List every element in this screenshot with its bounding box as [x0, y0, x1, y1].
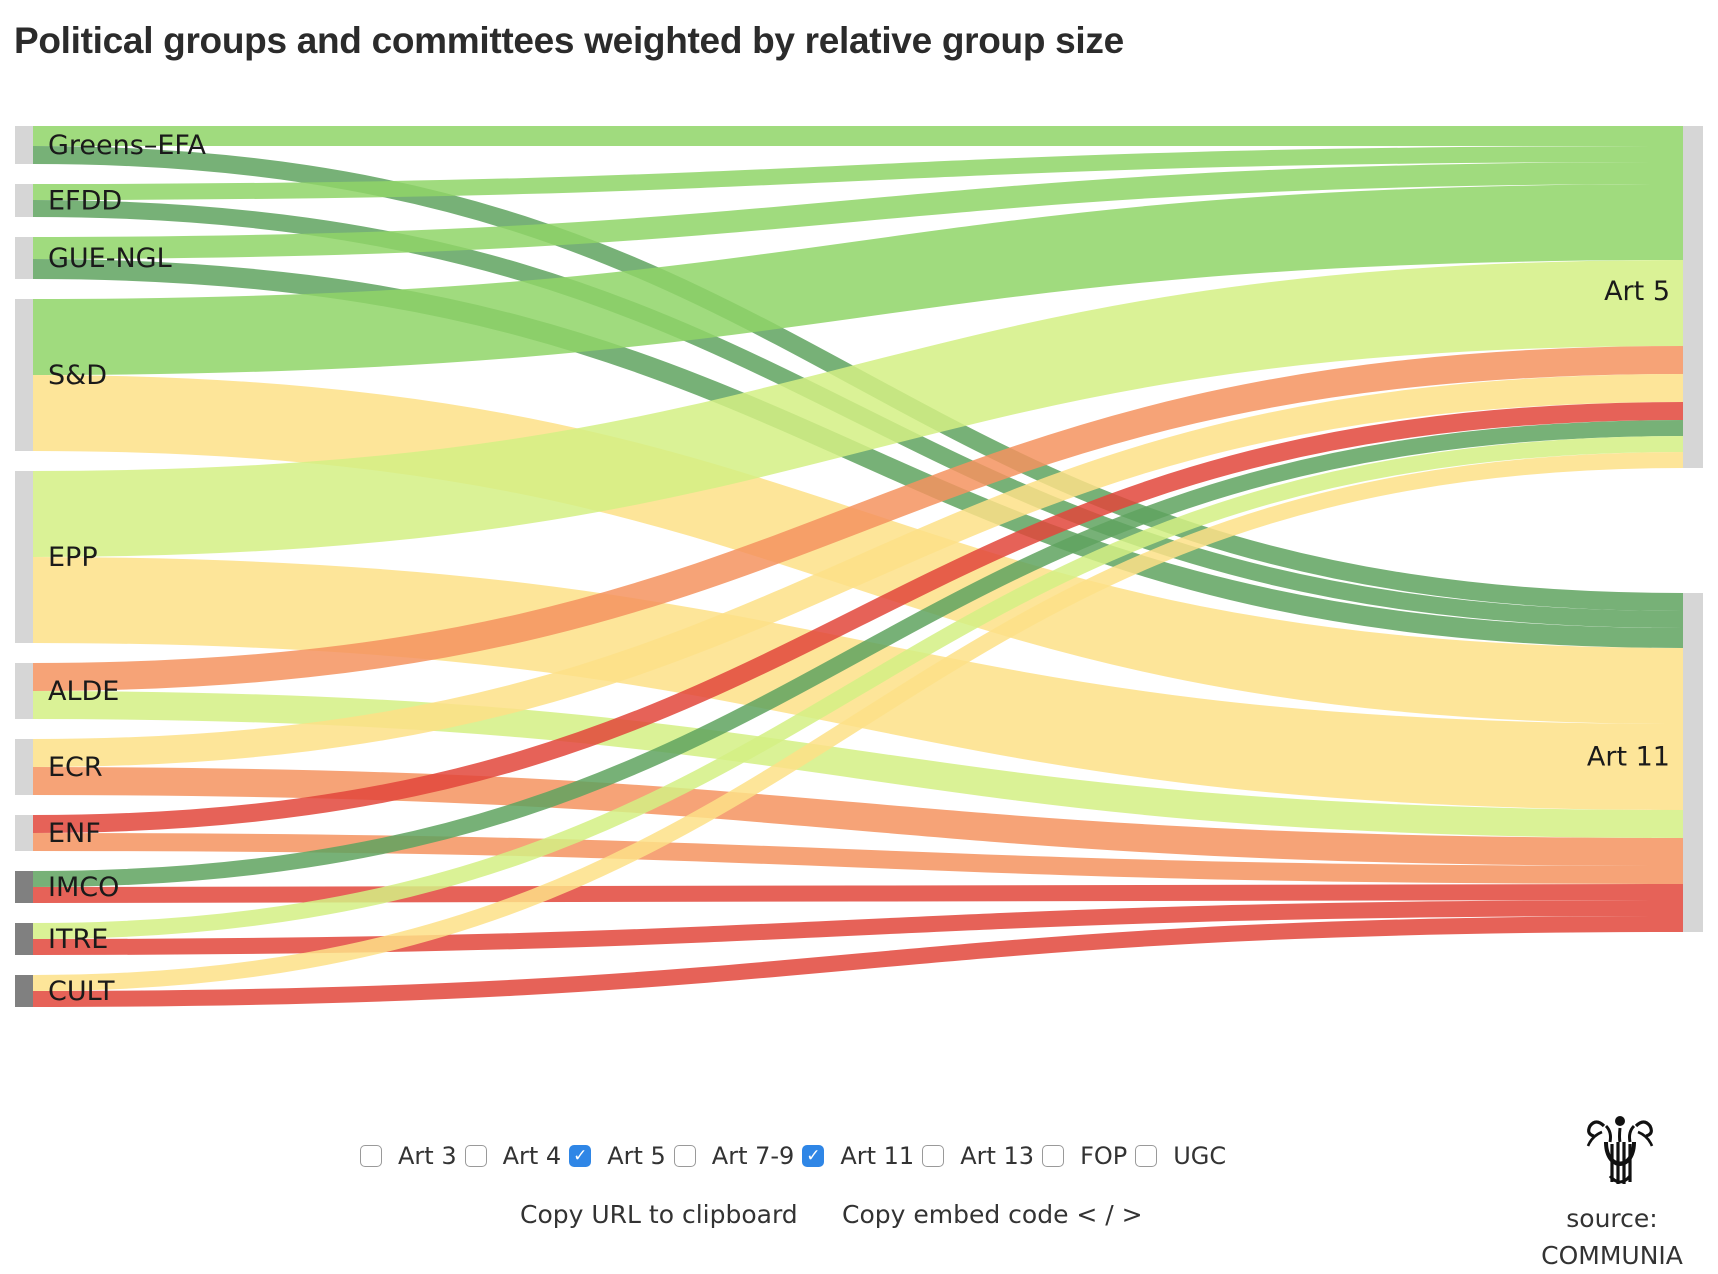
- node-sandd[interactable]: [15, 299, 33, 451]
- filter-art-3-label: Art 3: [398, 1142, 457, 1170]
- copy-url-button[interactable]: Copy URL to clipboard: [520, 1200, 798, 1229]
- filter-art-3[interactable]: Art 3: [360, 1142, 459, 1170]
- node-cult[interactable]: [15, 975, 33, 1007]
- filter-art-13-checkbox[interactable]: [922, 1145, 945, 1167]
- node-label-cult: CULT: [48, 976, 115, 1007]
- node-efdd[interactable]: [15, 184, 33, 217]
- flow-sandd-to-art-11[interactable]: [32, 375, 1684, 724]
- filter-art-4-label: Art 4: [502, 1142, 562, 1170]
- node-label-art-5: Art 5: [1604, 276, 1670, 307]
- filter-art-4[interactable]: Art 4: [464, 1142, 564, 1170]
- node-label-sandd: S&D: [48, 360, 107, 391]
- flow-sandd-to-art-5[interactable]: [32, 184, 1684, 375]
- node-label-epp: EPP: [48, 542, 98, 573]
- flow-gue-ngl-to-art-5[interactable]: [32, 162, 1684, 259]
- flow-ecr-to-art-11[interactable]: [32, 767, 1684, 866]
- flow-epp-to-art-5[interactable]: [32, 260, 1684, 557]
- filter-art-11-checkbox[interactable]: [802, 1145, 825, 1167]
- share-actions: Copy URL to clipboard Copy embed code < …: [0, 1200, 1718, 1236]
- filter-ugc-checkbox[interactable]: [1135, 1145, 1158, 1167]
- node-label-gue-ngl: GUE-NGL: [48, 243, 172, 274]
- node-label-itre: ITRE: [48, 924, 108, 955]
- flow-ecr-to-art-5[interactable]: [32, 374, 1684, 767]
- node-label-greens-efa: Greens–EFA: [48, 130, 206, 161]
- filter-art-5-label: Art 5: [607, 1142, 666, 1170]
- filter-art-5-checkbox[interactable]: [569, 1145, 592, 1167]
- filter-art-5[interactable]: Art 5: [569, 1142, 668, 1170]
- filter-art-7-9-label: Art 7-9: [711, 1142, 795, 1170]
- filter-art-7-9[interactable]: Art 7-9: [673, 1142, 797, 1170]
- flow-alde-to-art-11[interactable]: [32, 691, 1684, 838]
- node-label-ecr: ECR: [48, 752, 103, 783]
- flow-alde-to-art-5[interactable]: [32, 346, 1684, 691]
- filter-fop[interactable]: FOP: [1042, 1142, 1129, 1170]
- filter-art-11-label: Art 11: [840, 1142, 915, 1170]
- node-art-5[interactable]: [1683, 126, 1703, 468]
- flow-cult-to-art-11[interactable]: [32, 916, 1684, 1007]
- node-labels: Greens–EFA EFDD GUE-NGL S&D EPP ALDE ECR ENF IMC…: [48, 130, 1670, 1007]
- source-name: COMMUNIA: [1541, 1241, 1683, 1270]
- filter-art-11[interactable]: Art 11: [802, 1142, 916, 1170]
- flow-imco-to-art-5[interactable]: [32, 420, 1684, 887]
- flow-itre-to-art-5[interactable]: [32, 436, 1684, 939]
- node-alde[interactable]: [15, 663, 33, 719]
- filter-ugc-label: UGC: [1173, 1142, 1227, 1170]
- chart-title: Political groups and committees weighted…: [14, 20, 1124, 61]
- node-label-imco: IMCO: [48, 872, 119, 903]
- filter-art-7-9-checkbox[interactable]: [673, 1145, 696, 1167]
- filter-art-13[interactable]: Art 13: [922, 1142, 1036, 1170]
- flow-imco-to-art-11[interactable]: [32, 884, 1684, 903]
- node-label-art-11: Art 11: [1587, 742, 1670, 773]
- node-itre[interactable]: [15, 923, 33, 955]
- node-gue-ngl[interactable]: [15, 237, 33, 279]
- node-label-alde: ALDE: [48, 676, 119, 707]
- flows: [32, 125, 1684, 1007]
- node-art-11[interactable]: [1683, 593, 1703, 932]
- communia-logo-icon: [1586, 1116, 1654, 1184]
- flow-efdd-to-art-5[interactable]: [32, 146, 1684, 200]
- article-filter-bar: Art 3 Art 4 Art 5 Art 7-9 Art 11 Art 13 FOP UGC: [360, 1138, 1234, 1174]
- filter-fop-checkbox[interactable]: [1042, 1145, 1065, 1167]
- filter-fop-label: FOP: [1080, 1142, 1128, 1170]
- node-ecr[interactable]: [15, 739, 33, 795]
- filter-art-4-checkbox[interactable]: [464, 1145, 487, 1167]
- source-credit: source: COMMUNIA: [1524, 1115, 1700, 1274]
- node-label-enf: ENF: [48, 818, 101, 849]
- sankey-chart: Greens–EFA EFDD GUE-NGL S&D EPP ALDE ECR ENF IMC…: [15, 125, 1703, 1007]
- flow-enf-to-art-5[interactable]: [32, 402, 1684, 833]
- node-enf[interactable]: [15, 815, 33, 851]
- filter-ugc[interactable]: UGC: [1135, 1142, 1228, 1170]
- nodes: [15, 126, 1703, 1007]
- node-greens-efa[interactable]: [15, 126, 33, 164]
- filter-art-3-checkbox[interactable]: [360, 1145, 382, 1167]
- node-epp[interactable]: [15, 471, 33, 643]
- node-label-efdd: EFDD: [48, 186, 122, 217]
- flow-cult-to-art-5[interactable]: [32, 452, 1684, 991]
- source-label: source:: [1566, 1204, 1658, 1233]
- filter-art-13-label: Art 13: [960, 1142, 1035, 1170]
- node-imco[interactable]: [15, 871, 33, 903]
- copy-embed-button[interactable]: Copy embed code < / >: [842, 1200, 1143, 1229]
